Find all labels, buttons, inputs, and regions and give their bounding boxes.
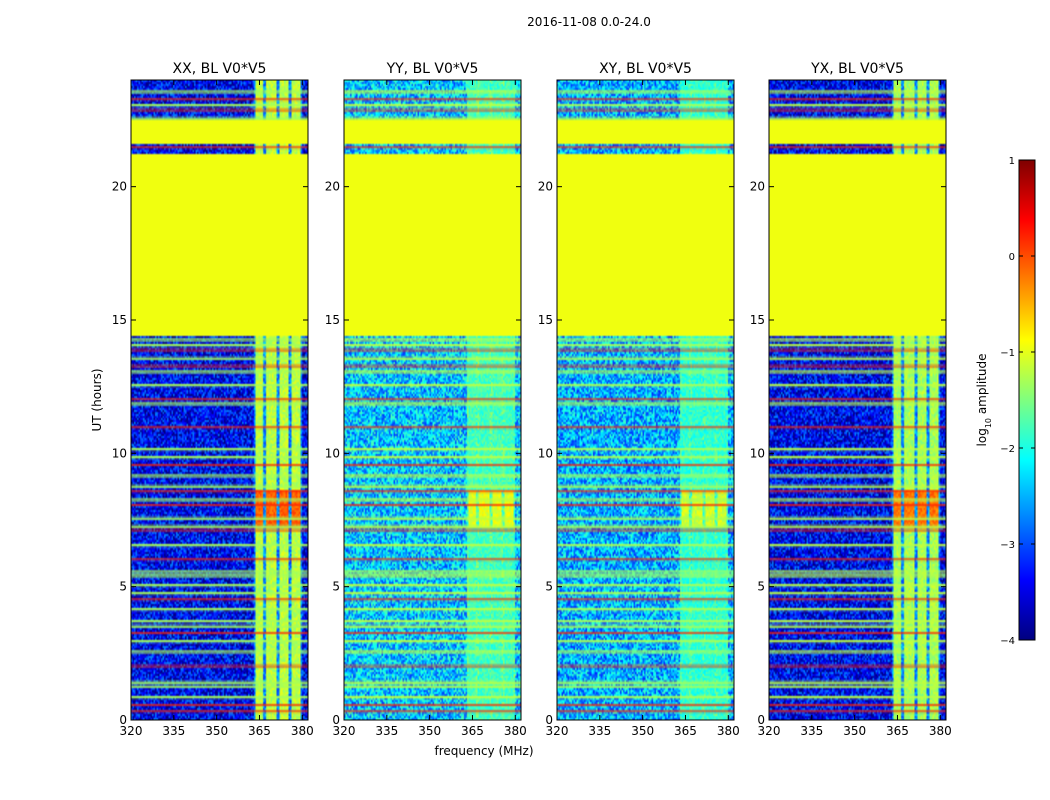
colorbar-tick-label: −1 xyxy=(1000,348,1015,359)
y-tick-label: 0 xyxy=(119,713,127,727)
y-tick-label: 5 xyxy=(119,580,127,594)
colorbar-tick-label: −4 xyxy=(1000,636,1015,647)
colorbar-gradient xyxy=(1018,159,1036,641)
x-tick-label: 365 xyxy=(461,724,484,738)
x-tick-label: 380 xyxy=(291,724,314,738)
panel-2-heatmap xyxy=(344,80,521,720)
colorbar-tick-label: −3 xyxy=(1000,540,1015,551)
panel-1: XX, BL V0*V5 320 335 350 365 380 0 5 10 15 20 xyxy=(112,61,314,738)
y-axis-label: UT (hours) xyxy=(90,368,104,431)
x-tick-label: 320 xyxy=(546,724,569,738)
x-tick-label: 365 xyxy=(886,724,909,738)
x-axis-label: frequency (MHz) xyxy=(434,744,533,758)
y-tick-label: 20 xyxy=(750,180,765,194)
y-tick-label: 10 xyxy=(750,446,765,460)
x-tick-label: 335 xyxy=(162,724,185,738)
figure-title: 2016-11-08 0.0-24.0 xyxy=(527,15,651,29)
colorbar-label-rest: amplitude xyxy=(975,354,989,418)
colorbar-label-sub: 10 xyxy=(984,418,993,428)
x-tick-label: 380 xyxy=(929,724,952,738)
y-tick-label: 5 xyxy=(332,580,340,594)
y-tick-label: 0 xyxy=(757,713,765,727)
colorbar-label: log10 amplitude xyxy=(975,354,993,447)
y-tick-label: 15 xyxy=(325,313,340,327)
y-tick-label: 10 xyxy=(112,446,127,460)
x-tick-label: 380 xyxy=(717,724,740,738)
x-tick-label: 350 xyxy=(205,724,228,738)
panel-2: YY, BL V0*V5 320 335 350 365 380 0 5 10 15 20 xyxy=(325,61,527,738)
colorbar-label-log: log xyxy=(975,428,989,446)
y-tick-label: 5 xyxy=(757,580,765,594)
y-tick-label: 20 xyxy=(325,180,340,194)
panel-4-title: YX, BL V0*V5 xyxy=(810,61,904,77)
panel-3-title: XY, BL V0*V5 xyxy=(599,61,692,77)
y-tick-label: 5 xyxy=(545,580,553,594)
y-tick-label: 15 xyxy=(750,313,765,327)
x-tick-label: 380 xyxy=(504,724,527,738)
panel-3-frame xyxy=(556,79,735,721)
x-tick-label: 320 xyxy=(758,724,781,738)
y-tick-label: 10 xyxy=(538,446,553,460)
panel-1-title: XX, BL V0*V5 xyxy=(173,61,267,77)
x-tick-label: 335 xyxy=(588,724,611,738)
x-tick-label: 320 xyxy=(333,724,356,738)
panel-3: XY, BL V0*V5 320 335 350 365 380 0 5 10 15 20 xyxy=(538,61,740,738)
panel-4-frame xyxy=(768,79,947,721)
y-tick-label: 20 xyxy=(112,180,127,194)
y-tick-label: 0 xyxy=(545,713,553,727)
panel-1-frame xyxy=(130,79,309,721)
x-tick-label: 350 xyxy=(418,724,441,738)
panel-3-heatmap xyxy=(557,80,734,720)
x-tick-label: 350 xyxy=(843,724,866,738)
x-tick-label: 335 xyxy=(800,724,823,738)
colorbar-tick-label: 1 xyxy=(1009,156,1015,167)
panel-2-title: YY, BL V0*V5 xyxy=(386,61,479,77)
x-tick-label: 365 xyxy=(674,724,697,738)
x-tick-label: 320 xyxy=(120,724,143,738)
panel-1-heatmap xyxy=(131,80,308,720)
x-tick-label: 350 xyxy=(631,724,654,738)
x-tick-label: 365 xyxy=(248,724,271,738)
panel-4: YX, BL V0*V5 320 335 350 365 380 0 5 10 15 20 xyxy=(750,61,952,738)
panel-2-frame xyxy=(343,79,522,721)
y-tick-label: 20 xyxy=(538,180,553,194)
y-tick-label: 15 xyxy=(112,313,127,327)
y-tick-label: 10 xyxy=(325,446,340,460)
panel-4-heatmap xyxy=(769,80,946,720)
y-tick-label: 15 xyxy=(538,313,553,327)
colorbar-tick-label: 0 xyxy=(1009,252,1015,263)
colorbar-tick-label: −2 xyxy=(1000,444,1015,455)
y-tick-label: 0 xyxy=(332,713,340,727)
x-tick-label: 335 xyxy=(375,724,398,738)
